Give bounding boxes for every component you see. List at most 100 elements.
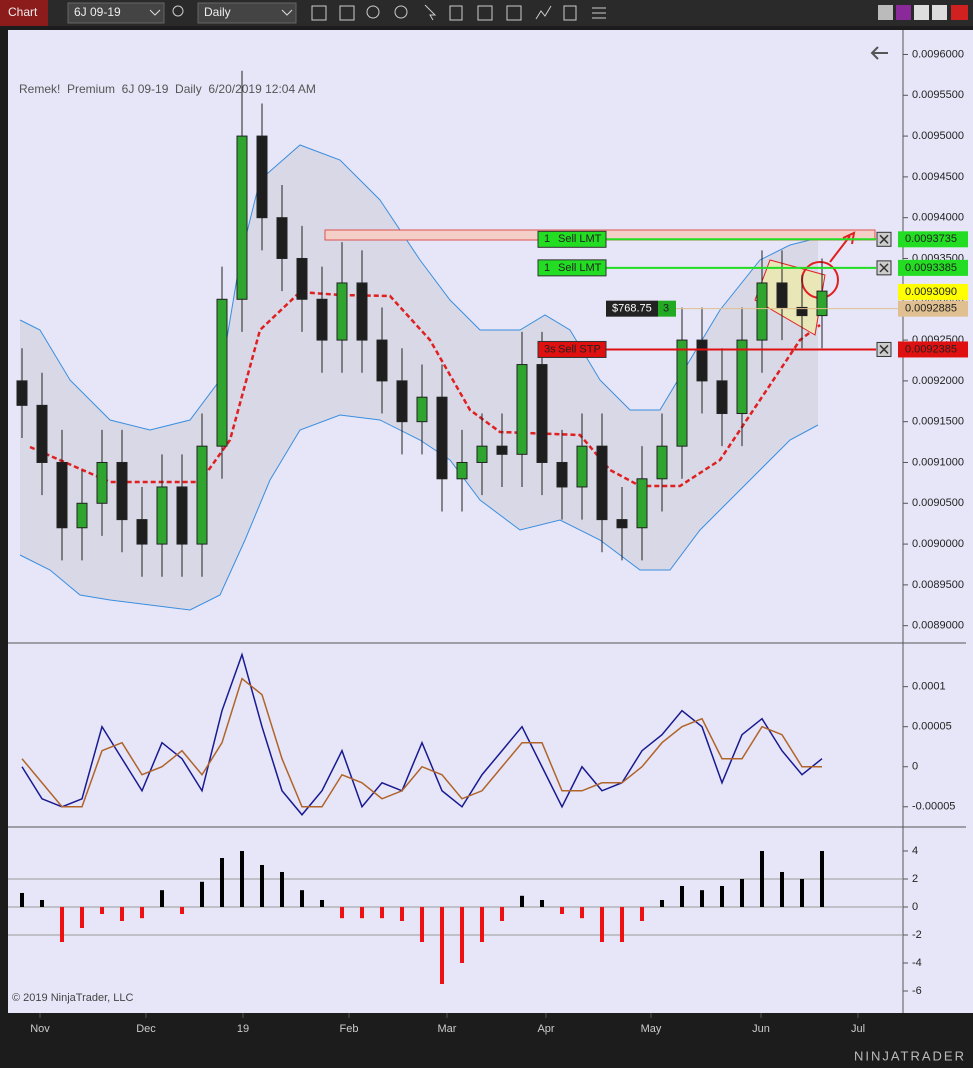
histogram-bar [40, 899, 44, 907]
y-tick-label: 0.0095000 [912, 130, 964, 142]
histogram-bar [180, 906, 184, 914]
chart-tab[interactable] [0, 0, 48, 26]
y-tick-label: -2 [912, 929, 922, 941]
candle-body [476, 445, 488, 463]
candle-body [436, 396, 448, 480]
candle-body [316, 298, 328, 341]
histogram-bar [140, 906, 144, 919]
search-icon[interactable] [172, 5, 184, 17]
candle-body [736, 339, 748, 415]
y-tick-label: 2 [912, 873, 918, 885]
histogram-bar [580, 906, 584, 919]
dropdown-arrow [281, 9, 293, 16]
histogram-bar [20, 892, 24, 907]
y-tick-label: 0.0089500 [912, 579, 964, 591]
price-tag-bg [898, 283, 968, 300]
candle-body [356, 282, 368, 341]
histogram-bar [400, 906, 404, 921]
y-tick-label: 0.0091500 [912, 416, 964, 428]
back-arrow[interactable] [870, 46, 888, 60]
candle-body [76, 502, 88, 529]
lower-band [19, 414, 819, 611]
candle-body [616, 519, 628, 529]
histogram-bar [360, 906, 364, 919]
histogram-bar [800, 878, 804, 907]
win-btn[interactable] [896, 5, 911, 20]
cancel-x [879, 344, 889, 354]
win-btn[interactable] [932, 5, 947, 20]
x-tick-label: May [641, 1023, 662, 1035]
candle-body [796, 306, 808, 317]
pos-qty-bg [658, 300, 676, 317]
candle-body [116, 461, 128, 521]
price-tag: 0.0093385 [905, 262, 957, 274]
x-tick-label: 19 [237, 1023, 249, 1035]
histogram-bar [300, 890, 304, 907]
candle-body [236, 135, 248, 300]
order-qty: 1 [544, 233, 550, 245]
candle-body [696, 339, 708, 382]
period-select[interactable] [197, 2, 297, 24]
wedge [754, 259, 826, 336]
candle-body [756, 282, 768, 341]
target-arrow [829, 231, 856, 263]
candle-body [816, 290, 828, 317]
period: Daily [204, 5, 231, 19]
order-label-bg [537, 340, 607, 358]
candle-body [336, 282, 348, 341]
histogram-bar [340, 906, 344, 919]
oscillator-line [21, 677, 822, 808]
x-tick-label: Jul [851, 1023, 865, 1035]
axis-area [903, 30, 973, 1013]
order-kind: Sell STP [558, 343, 601, 355]
order-label-bg [537, 230, 607, 248]
histogram-bar [120, 906, 124, 921]
y-tick-label: 0.0095500 [912, 89, 964, 101]
histogram-bar [60, 906, 64, 942]
band-fill [20, 145, 818, 610]
histogram-bar [320, 899, 324, 907]
histogram-bar [680, 885, 684, 907]
histogram-bar [660, 899, 664, 907]
tool-icons[interactable] [311, 4, 606, 21]
histogram-bar [600, 906, 604, 942]
histogram-bar [460, 906, 464, 963]
y-tick-label: 0.0094000 [912, 212, 964, 224]
histogram-bar [220, 857, 224, 907]
y-tick-label: 0.0090500 [912, 497, 964, 509]
dropdown-arrow [149, 9, 161, 16]
histogram-bar [380, 906, 384, 919]
candle-body [656, 445, 668, 480]
close-btn[interactable] [951, 5, 968, 20]
candle-body [36, 404, 48, 463]
histogram-bar [200, 881, 204, 907]
histogram-bar [640, 906, 644, 921]
histogram-bar [720, 885, 724, 907]
histogram-bar [740, 878, 744, 907]
y-tick-label: 0.0094500 [912, 171, 964, 183]
cancel-x [879, 263, 889, 273]
copyright: © 2019 NinjaTrader, LLC [12, 992, 133, 1004]
order-label-bg [537, 259, 607, 277]
histogram-bar [560, 906, 564, 914]
candle-body [576, 445, 588, 488]
histogram-bar [620, 906, 624, 942]
order-qty: 1 [544, 262, 550, 274]
win-btn[interactable] [878, 5, 893, 20]
price-tag-bg [898, 231, 968, 248]
win-btn[interactable] [914, 5, 929, 20]
tab-label: Chart [8, 5, 38, 19]
y-tick-label: -4 [912, 957, 922, 969]
y-tick-label: -0.00005 [912, 801, 955, 813]
instrument-select[interactable] [67, 2, 165, 24]
histogram-bar [280, 871, 284, 907]
instrument: 6J 09-19 [74, 5, 121, 19]
x-tick-label: Feb [340, 1023, 359, 1035]
candle-body [56, 461, 68, 529]
histogram-bar [260, 864, 264, 907]
order-kind: Sell LMT [558, 233, 602, 245]
y-tick-label: 4 [912, 845, 918, 857]
candle-body [776, 282, 788, 308]
candle-body [556, 461, 568, 488]
